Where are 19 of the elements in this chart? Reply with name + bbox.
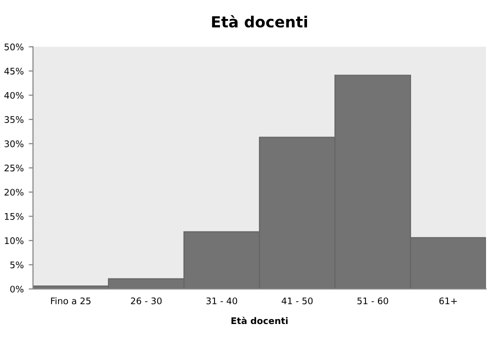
y-tick-label: 10% xyxy=(4,237,24,244)
y-tick-label: 40% xyxy=(4,92,24,99)
y-tick-label: 20% xyxy=(4,188,24,196)
y-tick-label: 15% xyxy=(4,213,24,220)
y-tick-label: 25% xyxy=(4,164,24,172)
y-tick-label: 45% xyxy=(4,68,24,75)
y-tick-label: 5% xyxy=(10,261,24,268)
x-tick-label: Fino a 25 xyxy=(51,297,90,304)
y-tick-label: 0% xyxy=(10,286,24,293)
y-tick-label: 30% xyxy=(4,140,24,148)
y-tick-label: 50% xyxy=(4,44,24,50)
x-tick-label: 41 - 50 xyxy=(282,297,313,304)
chart-title: Età docenti xyxy=(212,15,308,28)
x-tick-label: 61+ xyxy=(439,297,457,304)
y-tick-label: 35% xyxy=(4,116,24,123)
x-tick-label: 31 - 40 xyxy=(206,297,238,304)
x-tick-label: 26 - 30 xyxy=(130,297,162,304)
x-axis-title: Età docenti xyxy=(231,316,288,324)
x-tick-label: 51 - 60 xyxy=(357,297,388,304)
